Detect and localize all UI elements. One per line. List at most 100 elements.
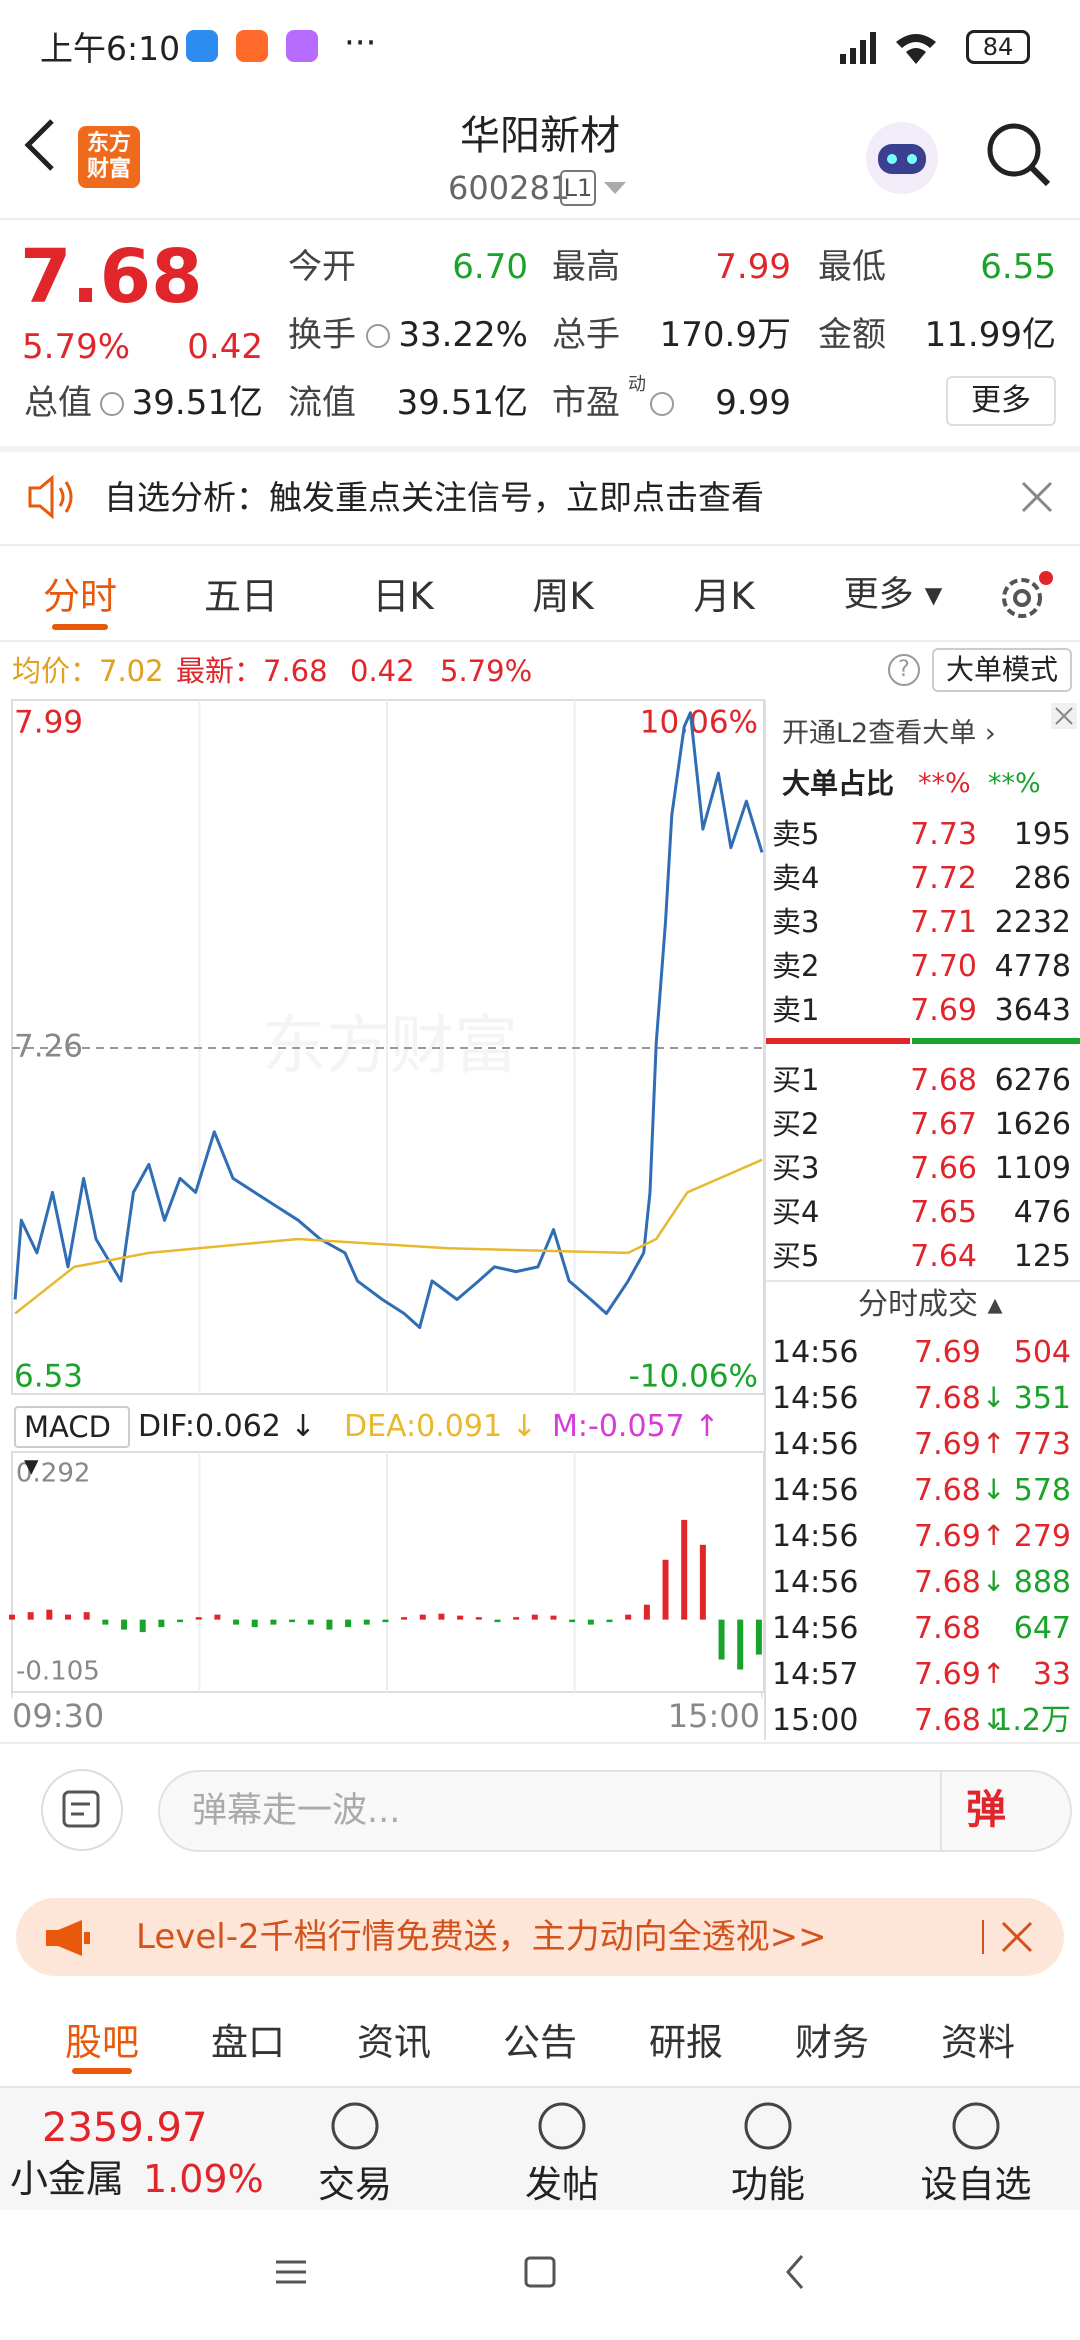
more-button[interactable]: 更多 [946,376,1056,426]
trade-direction: ↓ [982,1473,1006,1506]
period-tab[interactable]: 月K [693,575,755,618]
index-value[interactable]: 2359.97 [42,2105,208,2151]
indicator-name: MACD [24,1410,111,1444]
system-nav [276,2255,804,2289]
period-tab[interactable]: 更多 ▾ [843,575,943,615]
nav-item[interactable]: 交易 [318,2163,392,2206]
macd-bar [139,1619,146,1633]
speaker-icon [28,474,73,520]
macd-bar [662,1559,669,1620]
macd-bar [326,1619,333,1630]
search-button[interactable] [984,120,1054,190]
book-volume: 1626 [994,1107,1071,1142]
help-icon[interactable]: ? [888,654,920,686]
book-label: 卖5 [772,817,820,851]
macd-bar [550,1615,557,1620]
macd-bar [307,1619,314,1625]
m-value: M:-0.057 ↑ [552,1412,719,1442]
period-tab[interactable]: 周K [532,575,594,618]
index-name[interactable]: 小金属 [10,2157,125,2201]
macd-bar [195,1617,202,1620]
nav-icon[interactable] [534,2098,590,2154]
field-value: 33.22% [398,315,528,355]
y-tick-label: 6.53 [14,1359,83,1395]
book-label: 买2 [772,1107,820,1141]
stock-title: 华阳新材 [460,113,620,159]
level-badge[interactable]: L1 [560,170,596,206]
macd-bar [737,1619,744,1670]
book-label: 买4 [772,1195,820,1229]
price-line [13,711,764,1329]
ratio-bar-red [766,1038,910,1044]
bottom-tab[interactable]: 资讯 [357,2021,431,2064]
book-price: 7.64 [910,1239,977,1274]
change: 0.42 [187,327,263,367]
latest-change: 0.42 [350,654,415,688]
nav-item[interactable]: 功能 [731,2163,805,2206]
macd-bar [363,1619,370,1625]
tab-underline [52,624,108,630]
bottom-tab[interactable]: 盘口 [211,2021,285,2064]
bottom-tab[interactable]: 公告 [503,2021,577,2064]
macd-bar [177,1619,184,1623]
bottom-tab[interactable]: 财务 [795,2021,869,2064]
book-price: 7.68 [910,1063,977,1098]
nav-item[interactable]: 发帖 [525,2163,599,2206]
trade-volume: 888 [1013,1565,1071,1600]
notice-text[interactable]: 自选分析：触发重点关注信号，立即点击查看 [104,478,764,517]
assistant-avatar[interactable] [862,118,942,198]
comment-placeholder: 弹幕走一波... [192,1791,401,1831]
separator [982,1920,984,1954]
app-icon [236,30,268,62]
book-label: 卖2 [772,949,820,983]
period-tab[interactable]: 分时 [43,575,117,618]
close-button[interactable] [1050,702,1078,730]
bottom-tab[interactable]: 股吧 [65,2021,139,2064]
info-icon[interactable] [100,392,124,416]
macd-bar [401,1617,408,1620]
trade-volume: 351 [1013,1381,1071,1416]
field-value: 6.70 [452,247,528,287]
latest-pct: 5.79% [440,654,533,688]
l2-link[interactable]: 开通L2查看大单 › [782,718,996,749]
trade-price: 7.68 [914,1473,981,1508]
app-icon [286,30,318,62]
nav-icon-shape [331,2102,379,2150]
book-label: 卖3 [772,905,820,939]
period-tab[interactable]: 日K [372,575,434,618]
close-button[interactable] [1020,480,1054,514]
comment-input[interactable] [158,1770,1072,1852]
nav-icon[interactable] [948,2098,1004,2154]
period-tab[interactable]: 五日 [204,575,278,618]
close-button[interactable] [1000,1920,1034,1954]
trade-time: 14:56 [772,1519,859,1554]
info-icon[interactable] [650,392,674,416]
danmaku-button[interactable]: 弹 [966,1787,1006,1833]
indicator-select[interactable]: MACD ▾ [14,1406,130,1482]
trades-title: 分时成交 ▴ [858,1287,1003,1322]
bottom-tab[interactable]: 研报 [649,2021,723,2064]
ratio-label: 大单占比 [782,767,895,800]
nav-item[interactable]: 设自选 [920,2163,1032,2206]
divider [0,218,1080,220]
nav-icon[interactable] [740,2098,796,2154]
settings-button[interactable] [996,568,1056,628]
promo-banner[interactable] [16,1898,1064,1976]
macd-bar [121,1619,128,1630]
comment-icon[interactable] [40,1768,124,1852]
chart-frame [11,699,765,1395]
book-volume: 125 [1013,1239,1071,1274]
divider [766,1280,1080,1282]
macd-bar [419,1614,426,1620]
mode-button[interactable]: 大单模式 [932,648,1072,692]
field-label: 金额 [818,315,886,355]
trade-price: 7.68 [914,1565,981,1600]
macd-bar [102,1619,109,1625]
trade-time: 14:56 [772,1611,859,1646]
dropdown[interactable] [604,182,626,196]
bottom-tab[interactable]: 资料 [941,2021,1015,2064]
back-button[interactable] [20,115,60,175]
nav-icon[interactable] [327,2098,383,2154]
index-pct[interactable]: 1.09% [143,2157,264,2201]
info-icon[interactable] [366,324,390,348]
